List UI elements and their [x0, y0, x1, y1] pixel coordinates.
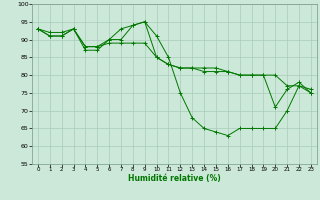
X-axis label: Humidité relative (%): Humidité relative (%)	[128, 174, 221, 183]
